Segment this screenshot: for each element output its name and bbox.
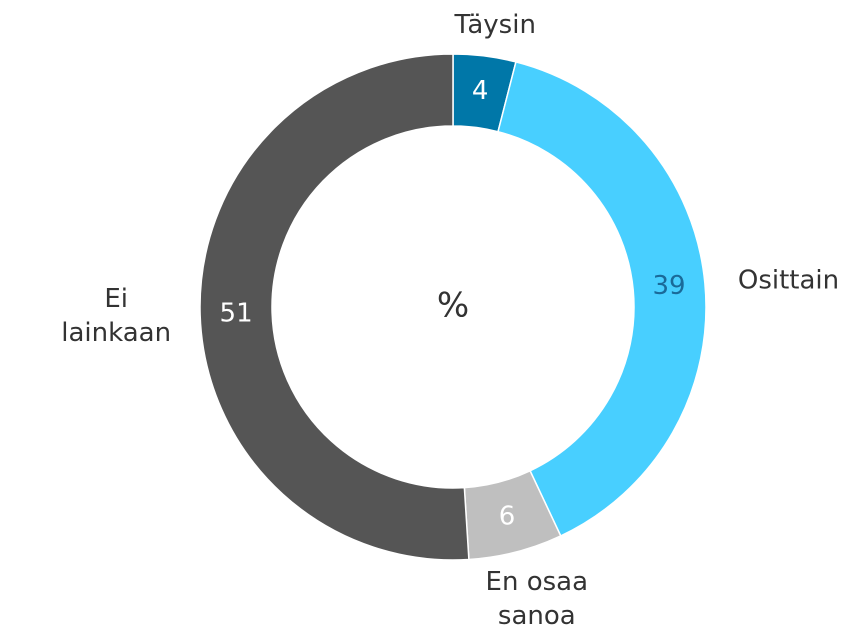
category-label: Ei lainkaan [61,284,172,349]
donut-slice [199,53,470,561]
center-label: % [437,286,469,326]
donut-slice [497,61,707,537]
value-label: 39 [652,271,685,301]
value-label: 51 [220,298,253,328]
value-label: 4 [472,76,489,106]
category-label: Täysin [454,10,536,41]
value-label: 6 [499,502,516,532]
category-label: Osittain [737,265,840,296]
category-label: En osaa sanoa [485,566,589,631]
